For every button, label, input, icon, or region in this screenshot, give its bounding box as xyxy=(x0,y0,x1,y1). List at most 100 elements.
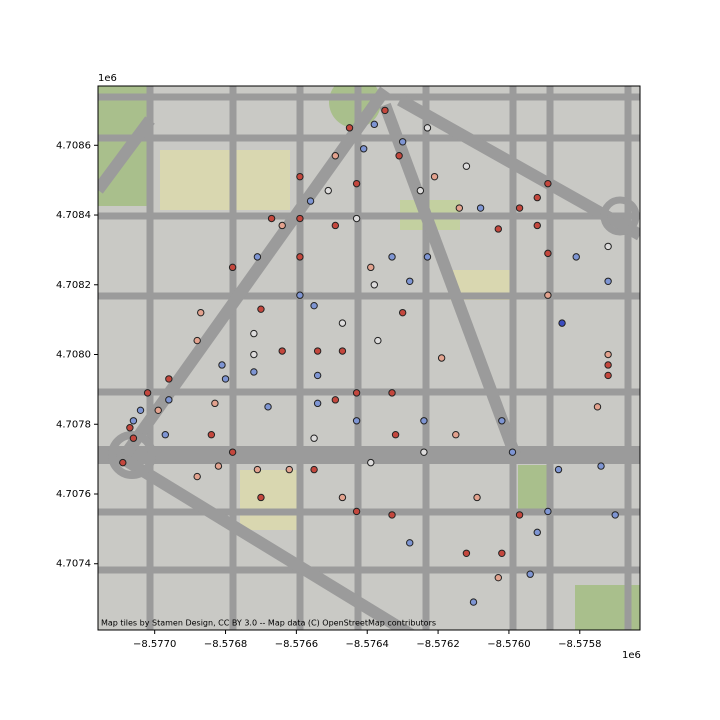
point xyxy=(395,152,403,160)
axes-frame xyxy=(97,85,641,631)
point xyxy=(331,396,340,404)
point xyxy=(398,308,407,317)
point xyxy=(452,431,460,439)
point xyxy=(367,458,375,467)
point xyxy=(572,253,580,261)
x-tick-label: −8.5766 xyxy=(275,639,318,650)
point xyxy=(313,347,322,355)
point xyxy=(374,336,382,345)
point xyxy=(296,172,304,181)
point xyxy=(126,424,134,432)
point xyxy=(423,124,432,132)
point xyxy=(207,431,216,439)
point xyxy=(544,507,552,516)
point xyxy=(498,417,506,425)
point xyxy=(278,347,286,355)
point xyxy=(197,308,205,317)
point xyxy=(533,528,541,537)
point xyxy=(515,204,524,212)
point xyxy=(221,375,230,383)
point xyxy=(352,214,361,223)
point xyxy=(508,448,517,456)
point xyxy=(420,417,428,425)
x-tick-label: −8.5764 xyxy=(346,639,389,650)
point xyxy=(250,368,258,376)
y-tick-label: 4.7078 xyxy=(56,419,91,430)
point xyxy=(533,221,541,230)
point xyxy=(253,465,262,474)
point xyxy=(604,277,612,285)
point xyxy=(129,434,138,442)
point xyxy=(129,417,138,425)
x-offset-label: 1e6 xyxy=(622,650,641,661)
point xyxy=(257,305,265,313)
point xyxy=(136,406,145,415)
point xyxy=(331,221,340,230)
point xyxy=(462,549,471,557)
point xyxy=(250,350,258,359)
point xyxy=(597,462,605,470)
point xyxy=(338,347,347,355)
y-offset-label: 1e6 xyxy=(98,73,117,84)
attribution: Map tiles by Stamen Design, CC BY 3.0 --… xyxy=(101,619,436,628)
point xyxy=(257,493,265,502)
point xyxy=(296,291,304,299)
point xyxy=(310,301,318,310)
point xyxy=(161,431,170,439)
y-tick-label: 4.7082 xyxy=(56,280,91,291)
point xyxy=(416,186,425,195)
point xyxy=(526,570,534,578)
point xyxy=(253,253,262,261)
y-tick-label: 4.7074 xyxy=(56,559,91,570)
point xyxy=(420,448,428,456)
point xyxy=(218,361,226,369)
point xyxy=(544,179,552,188)
x-tick-label: −8.5762 xyxy=(416,639,459,650)
point xyxy=(544,291,552,299)
point xyxy=(310,434,318,442)
point xyxy=(154,406,162,415)
x-tick-label: −8.5770 xyxy=(133,639,176,650)
point xyxy=(437,354,446,362)
point xyxy=(345,124,354,132)
point xyxy=(296,253,304,261)
point xyxy=(313,371,322,380)
point xyxy=(324,186,332,195)
point xyxy=(338,319,347,327)
point xyxy=(498,549,506,557)
point xyxy=(193,472,201,481)
point xyxy=(381,106,389,115)
point xyxy=(406,539,414,547)
point xyxy=(193,336,201,345)
point xyxy=(352,179,361,188)
point xyxy=(211,399,219,408)
x-tick-label: −8.5760 xyxy=(487,639,530,650)
point xyxy=(143,389,152,397)
point xyxy=(406,277,414,285)
points xyxy=(119,106,619,606)
point xyxy=(430,172,439,181)
point xyxy=(473,493,481,502)
point xyxy=(352,417,361,425)
point xyxy=(370,120,379,129)
point xyxy=(388,253,396,261)
y-tick-label: 4.7084 xyxy=(56,210,91,221)
point xyxy=(370,281,379,289)
point xyxy=(313,399,322,408)
point xyxy=(214,462,223,470)
point xyxy=(228,263,237,272)
point xyxy=(544,249,552,258)
point xyxy=(250,329,258,338)
point xyxy=(494,225,503,233)
point xyxy=(338,493,347,502)
point xyxy=(352,389,361,397)
point xyxy=(611,511,619,519)
point xyxy=(352,507,361,516)
point xyxy=(398,138,407,146)
point xyxy=(462,162,471,170)
point xyxy=(306,197,315,205)
point xyxy=(476,204,485,212)
point xyxy=(533,193,541,202)
